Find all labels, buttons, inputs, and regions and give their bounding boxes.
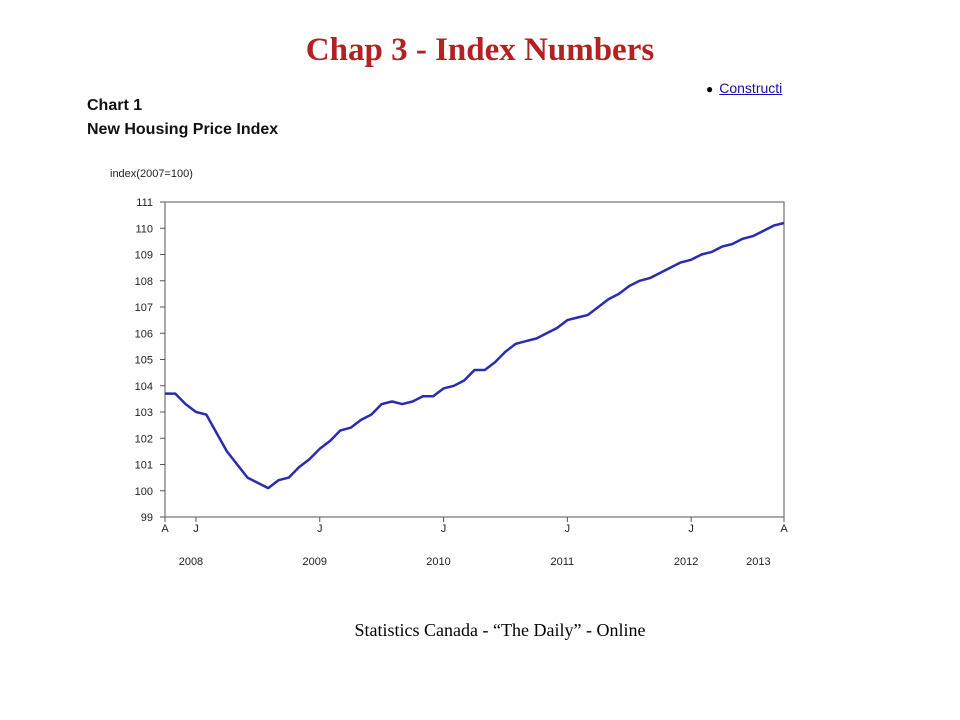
x-tick-label: A [780,523,788,535]
x-tick-label: J [565,523,571,535]
x-tick-label: J [317,523,323,535]
y-tick-label: 107 [135,302,153,314]
year-label: 2011 [551,556,575,568]
source-caption: Statistics Canada - “The Daily” - Online [354,620,646,640]
y-tick-label: 109 [135,250,153,262]
year-label: 2012 [674,556,698,568]
y-tick-label: 106 [135,328,153,340]
year-label: 2010 [426,556,450,568]
x-tick-label: J [441,523,447,535]
y-tick-label: 99 [141,512,153,524]
x-tick-label: J [193,523,199,535]
x-tick-label: A [161,523,169,535]
y-tick-label: 100 [135,486,153,498]
line-chart: index(2007=100) 99 100 101 102 103 104 105 106 1… [110,168,788,568]
y-tick-label: 105 [135,355,153,367]
plot-frame [164,201,785,518]
year-label: 2008 [179,556,203,568]
chart-number: Chart 1 [87,97,143,114]
bullet-icon: ● [706,82,714,96]
year-label: 2013 [746,556,770,568]
cropped-link-list-item: ● Constructi [706,80,800,102]
x-tick-label: J [688,523,694,535]
series-line [165,221,785,490]
y-tick-label: 108 [135,276,153,288]
y-tick-label: 102 [135,433,153,445]
y-tick-label: 110 [135,223,153,235]
year-label: 2009 [303,556,327,568]
y-axis-label: index(2007=100) [110,168,193,180]
chart-title: New Housing Price Index [87,121,279,138]
slide-title: Chap 3 - Index Numbers [305,32,655,68]
y-tick-label: 101 [135,460,153,472]
cropped-link[interactable]: Constructi [719,80,783,96]
y-tick-label: 111 [136,197,153,209]
y-axis-ticks: 99 100 101 102 103 104 105 106 107 108 109 110 111 [135,197,165,524]
y-tick-label: 103 [135,407,153,419]
y-tick-label: 104 [135,381,153,393]
x-axis-year-labels: 2008 2009 2010 2011 2012 2013 [179,556,771,568]
